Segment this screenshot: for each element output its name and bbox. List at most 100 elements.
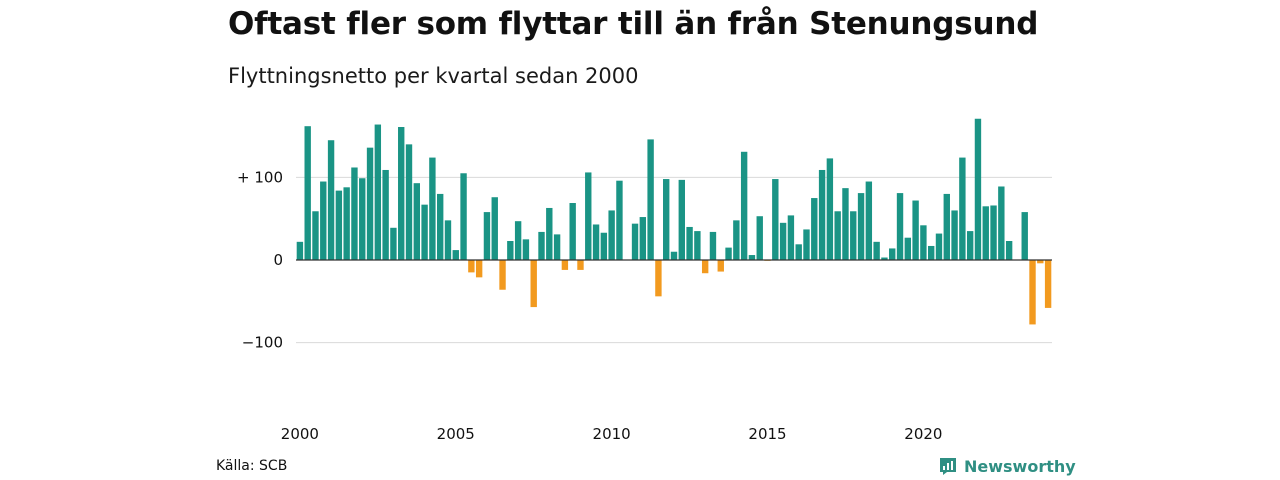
bar <box>359 178 366 260</box>
bar <box>678 179 685 260</box>
bar <box>421 204 428 260</box>
bar <box>530 260 537 308</box>
bar <box>795 244 802 260</box>
bar <box>351 167 358 260</box>
x-tick-label: 2005 <box>437 425 475 443</box>
bar <box>1029 260 1036 325</box>
bar <box>803 229 810 260</box>
bar <box>546 207 553 260</box>
bar <box>1021 212 1028 260</box>
bar <box>585 172 592 260</box>
bar <box>561 260 569 270</box>
x-tick-label: 2000 <box>281 425 319 443</box>
bar <box>709 231 717 260</box>
grid-lines <box>296 176 1052 344</box>
bar <box>670 251 678 260</box>
bar <box>881 257 888 260</box>
bar <box>296 241 304 260</box>
bar <box>631 223 639 260</box>
bar <box>1044 260 1052 308</box>
x-tick-labels: 2000 2005 2010 2015 2020 <box>281 425 943 443</box>
y-tick-labels: + 100 0 −100 <box>237 168 283 351</box>
bar <box>701 260 709 274</box>
bar <box>468 260 475 273</box>
bar <box>943 193 950 260</box>
bar <box>842 188 849 260</box>
bar <box>320 181 327 260</box>
bar <box>374 124 382 260</box>
bar <box>811 198 818 260</box>
bar <box>616 180 623 260</box>
bar <box>460 173 467 260</box>
bar <box>717 260 724 272</box>
bar <box>873 241 880 260</box>
bar <box>896 193 904 260</box>
x-tick-label: 2015 <box>748 425 786 443</box>
bar <box>429 157 436 260</box>
bar <box>335 190 343 260</box>
bar <box>686 226 693 260</box>
bar <box>312 211 319 260</box>
bar <box>834 211 841 260</box>
bar <box>444 220 452 260</box>
bar <box>507 241 514 260</box>
bar <box>538 231 545 260</box>
chart-subtitle: Flyttningsnetto per kvartal sedan 2000 <box>228 64 639 88</box>
bar <box>514 221 522 260</box>
bar <box>452 250 459 260</box>
bar <box>694 231 701 260</box>
bar <box>436 193 444 260</box>
bar <box>553 234 561 260</box>
bar <box>327 140 335 260</box>
x-tick-label: 2010 <box>593 425 631 443</box>
bar <box>1037 260 1044 264</box>
bar <box>850 211 857 260</box>
bar <box>889 248 896 260</box>
bar <box>974 118 982 260</box>
y-tick-label: 0 <box>273 251 283 269</box>
bar <box>756 216 763 260</box>
bar <box>1005 241 1013 260</box>
bar <box>959 157 966 260</box>
bar <box>935 233 943 260</box>
bar <box>382 169 389 260</box>
newsworthy-logo-icon <box>940 458 956 475</box>
bar <box>904 237 912 260</box>
bar <box>491 197 498 260</box>
bar <box>818 169 826 260</box>
bar <box>569 203 576 260</box>
bar <box>725 247 732 260</box>
bar <box>655 260 662 297</box>
bar <box>483 212 491 260</box>
source-note: Källa: SCB <box>216 458 288 474</box>
bar <box>405 144 413 260</box>
bar <box>990 205 997 260</box>
bar <box>928 245 935 260</box>
bar <box>639 217 647 260</box>
bar <box>857 193 865 260</box>
bar <box>826 158 834 260</box>
bar <box>413 183 420 260</box>
bar <box>304 126 311 260</box>
bars <box>296 118 1052 325</box>
bar <box>912 200 919 260</box>
bar <box>663 179 670 260</box>
bar <box>740 151 748 260</box>
bar <box>475 260 483 278</box>
bar <box>998 186 1005 260</box>
brand-name: Newsworthy <box>964 456 1076 476</box>
brand-logo: Newsworthy <box>938 456 1076 476</box>
bar <box>600 232 608 260</box>
bar <box>787 215 795 260</box>
bar <box>499 260 506 290</box>
y-tick-label: + 100 <box>237 168 283 186</box>
chart-title: Oftast fler som flyttar till än från Ste… <box>228 6 1039 42</box>
bar <box>951 210 958 260</box>
bar <box>865 181 873 260</box>
bar <box>592 224 600 260</box>
bar <box>733 220 740 260</box>
bar <box>366 147 374 260</box>
bar <box>343 187 350 260</box>
bar <box>748 255 756 260</box>
